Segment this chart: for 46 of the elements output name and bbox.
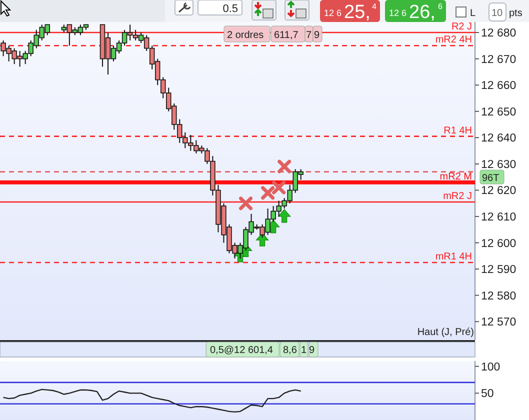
y-tick-label: 50 (481, 388, 494, 400)
text: 4 (372, 2, 377, 11)
annotation: Haut (J, Pré) (417, 327, 474, 338)
text: pts (509, 8, 522, 19)
line-series (2, 388, 302, 413)
text: 0,5@12 601,4 (210, 345, 274, 356)
y-tick-label: 12 570 (481, 316, 516, 329)
text: 9 (309, 345, 315, 356)
annotation: 7 (306, 30, 312, 41)
y-tick-label: 12 680 (481, 28, 516, 40)
text: 8,6 (283, 345, 298, 356)
point (239, 196, 253, 210)
text: 96T (482, 173, 500, 184)
y-tick-label: 12 660 (481, 80, 516, 92)
y-tick-label: 12 610 (481, 211, 516, 224)
y-tick-label: 100 (481, 361, 500, 374)
annotation: 611,7 (274, 30, 299, 41)
annotation: 9 (314, 30, 320, 41)
point (272, 180, 286, 194)
y-tick-label: 12 600 (481, 238, 516, 250)
point (261, 186, 275, 200)
ref-line-label: mR1 4H (435, 251, 472, 262)
text: 1 (301, 345, 307, 356)
text: 0.5 (222, 3, 238, 15)
y-tick-label: 12 630 (481, 158, 516, 171)
y-tick-label: 12 640 (481, 132, 516, 145)
text: 12 6 (389, 8, 407, 18)
text: 12 6 (324, 8, 342, 18)
y-tick-label: 12 650 (481, 106, 516, 118)
y-tick-label: 12 580 (481, 290, 516, 302)
text: L (470, 8, 476, 19)
point (278, 160, 292, 174)
y-tick-label: 12 670 (481, 54, 516, 66)
text: 6 (438, 2, 443, 11)
ref-line-label: mR2 J (443, 191, 472, 202)
point (278, 209, 291, 223)
text: 10 (491, 8, 503, 19)
y-tick-label: 12 620 (481, 185, 516, 198)
y-tick-label: 12 590 (481, 264, 516, 276)
annotation: 25, (344, 2, 370, 23)
annotation: 2 ordres (227, 30, 264, 41)
ref-line-label: mR2 4H (435, 34, 472, 46)
ref-line-label: R2 J (451, 22, 472, 33)
annotation: 26, (409, 2, 436, 23)
ref-line-label: R1 4H (444, 125, 472, 136)
ref-line-label: mR2 M (440, 171, 472, 182)
